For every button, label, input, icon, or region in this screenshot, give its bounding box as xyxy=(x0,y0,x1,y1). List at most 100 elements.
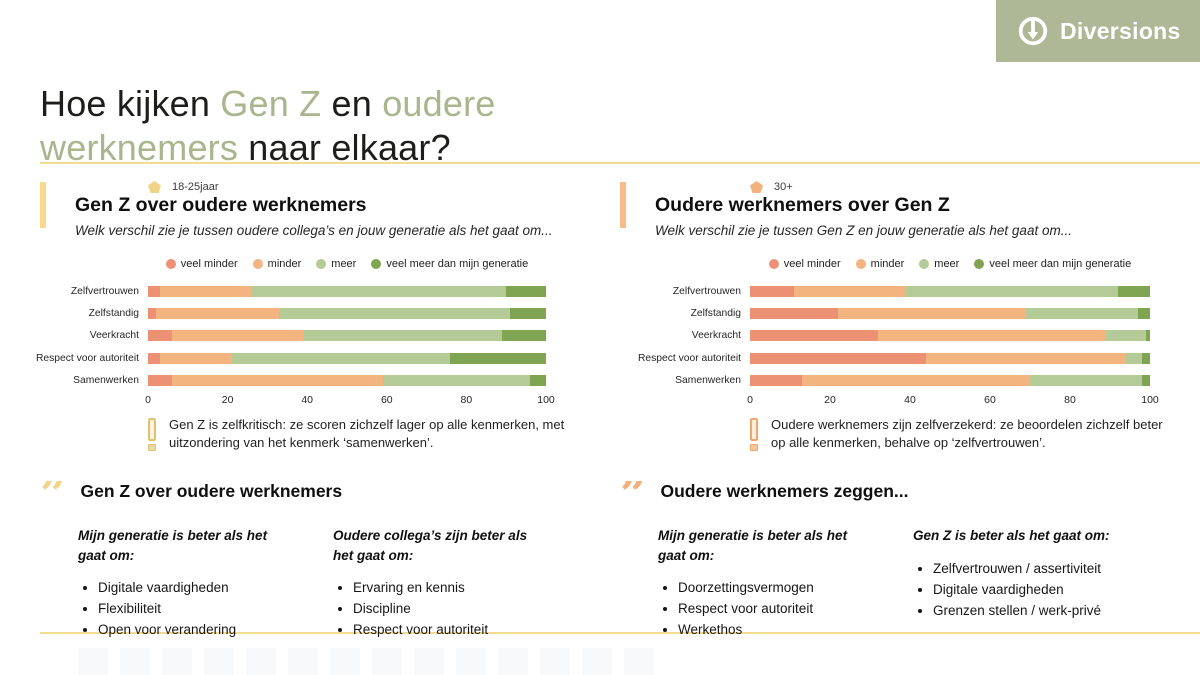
category-label: Samenwerken xyxy=(73,375,139,387)
bar-segment xyxy=(303,330,503,342)
chart-row: Respect voor autoriteit xyxy=(36,347,605,369)
insight-note-text: Oudere werknemers zijn zelfverzekerd: ze… xyxy=(771,417,1163,450)
diversions-logo: Diversions xyxy=(996,0,1200,62)
category-label: Zelfvertrouwen xyxy=(70,285,139,297)
bar-segment xyxy=(530,375,546,387)
quote-bullet-item: Ervaring en kennis xyxy=(353,580,605,595)
legend-item: veel minder xyxy=(768,258,841,270)
quote-bullet-list: Zelfvertrouwen / assertiviteit Digitale v… xyxy=(913,561,1185,618)
footer-divider-line xyxy=(40,632,1200,634)
age-group-label: 18-25jaar xyxy=(172,181,219,193)
pentagon-icon xyxy=(750,181,763,193)
legend-item: meer xyxy=(316,258,356,270)
legend-item: veel meer dan mijn generatie xyxy=(974,258,1131,270)
quote-column-intro: Gen Z is beter als het gaat om: xyxy=(913,528,1110,543)
chart-row: Respect voor autoriteit xyxy=(620,347,1185,369)
quote-icon: ” xyxy=(40,481,66,506)
quote-columns: Mijn generatie is beter als het gaat om:… xyxy=(78,526,605,643)
bar-segment xyxy=(148,285,160,297)
bar-segment xyxy=(1142,352,1150,364)
chart-x-axis: 0 20 40 60 80 100 xyxy=(145,394,555,408)
bar-segment xyxy=(231,352,451,364)
stacked-bar xyxy=(148,285,546,297)
age-group-marker: 30+ xyxy=(750,181,793,193)
title-segment: en xyxy=(321,83,383,125)
diversions-logo-icon xyxy=(1016,14,1050,48)
stacked-bar xyxy=(750,330,1150,342)
age-group-marker: 18-25jaar xyxy=(148,181,218,193)
bar-segment xyxy=(251,285,507,297)
legend-label: veel minder xyxy=(180,258,238,270)
chart-row: Samenwerken xyxy=(620,370,1185,392)
insight-note-text: Gen Z is zelfkritisch: ze scoren zichzel… xyxy=(169,417,565,450)
quote-bullet-list: Ervaring en kennis Discipline Respect voor… xyxy=(333,580,605,637)
bar-segment xyxy=(159,352,232,364)
stacked-bar xyxy=(750,285,1150,297)
chart-title: Gen Z over oudere werknemers xyxy=(75,194,367,216)
quote-heading: Gen Z over oudere werknemers xyxy=(80,481,343,501)
chart-row: Zelfstandig xyxy=(40,302,605,324)
title-segment: Hoe kijken xyxy=(40,83,221,125)
quote-header: ” Oudere werknemers zeggen... xyxy=(620,478,1185,506)
legend-dot xyxy=(919,259,930,269)
stacked-bar xyxy=(148,352,546,364)
legend-label: meer xyxy=(934,258,960,270)
bar-segment xyxy=(148,352,160,364)
quote-bullet-item: Respect voor autoriteit xyxy=(353,622,605,637)
x-tick-label: 100 xyxy=(537,394,555,406)
legend-dot xyxy=(974,259,985,269)
x-tick-label: 20 xyxy=(221,394,234,406)
exclamation-dot xyxy=(148,444,156,451)
quote-column: Mijn generatie is beter als het gaat om:… xyxy=(658,526,913,643)
bar-segment xyxy=(159,285,252,297)
legend-item: meer xyxy=(919,258,959,270)
category-label: Veerkracht xyxy=(89,330,139,342)
quote-column-intro: Oudere collega’s zijn beter als het gaat… xyxy=(333,528,528,563)
bar-segment xyxy=(510,308,546,320)
panel-accent-bar xyxy=(620,182,626,228)
legend-dot xyxy=(371,259,382,269)
bar-segment xyxy=(450,352,546,364)
bar-segment xyxy=(1146,330,1150,342)
title-segment: naar elkaar? xyxy=(238,127,451,169)
legend-label: veel minder xyxy=(783,258,841,270)
insight-note: Gen Z is zelfkritisch: ze scoren zichzel… xyxy=(148,416,571,452)
header-divider-line xyxy=(40,162,1200,164)
bar-segment xyxy=(838,308,1026,320)
legend-dot xyxy=(252,259,263,269)
category-label: Zelfstandig xyxy=(88,308,139,320)
chart-panel: 30+ Oudere werknemers over Gen Z Welk ve… xyxy=(620,178,1185,464)
chart-rows: Zelfvertrouwen Zelfstandig Veerkracht Respe… xyxy=(36,280,605,392)
bar-segment xyxy=(502,330,546,342)
bar-segment xyxy=(1126,352,1142,364)
stacked-bar xyxy=(750,308,1150,320)
quote-bullet-item: Digitale vaardigheden xyxy=(933,582,1185,597)
chart-row: Zelfvertrouwen xyxy=(620,280,1185,302)
chart-subtitle: Welk verschil zie je tussen Gen Z en jou… xyxy=(655,223,1072,238)
x-tick-label: 40 xyxy=(301,394,314,406)
bar-segment xyxy=(1118,285,1150,297)
quote-column: Gen Z is beter als het gaat om: Zelfvertr… xyxy=(913,526,1185,643)
quote-column: Mijn generatie is beter als het gaat om:… xyxy=(78,526,333,643)
bar-segment xyxy=(750,285,794,297)
stacked-bar xyxy=(148,308,546,320)
x-tick-label: 20 xyxy=(824,394,836,406)
bar-segment xyxy=(148,375,172,387)
x-tick-label: 40 xyxy=(904,394,916,406)
category-label: Zelfstandig xyxy=(690,308,741,320)
chart-row: Zelfvertrouwen xyxy=(40,280,605,302)
bar-segment xyxy=(1142,375,1150,387)
legend-item: minder xyxy=(252,258,301,270)
exclamation-icon xyxy=(750,416,758,451)
category-label: Zelfvertrouwen xyxy=(672,285,741,297)
bar-segment xyxy=(878,330,1106,342)
quote-heading: Oudere werknemers zeggen... xyxy=(660,481,909,501)
stacked-bar xyxy=(148,375,546,387)
chart-legend: veel minder minder meer veel meer dan mijn … xyxy=(148,258,546,270)
quote-section: ” Gen Z over oudere werknemers Mijn gene… xyxy=(40,468,605,643)
chart-row: Veerkracht xyxy=(40,325,605,347)
bar-segment xyxy=(171,375,383,387)
legend-dot xyxy=(165,259,176,269)
quote-bullet-item: Open voor verandering xyxy=(98,622,333,637)
